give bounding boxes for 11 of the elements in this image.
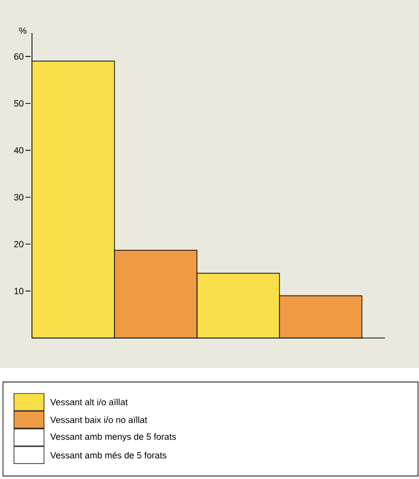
text: Vessant amb menys de 5 forats xyxy=(50,433,176,442)
y-tick-label: 50 xyxy=(14,100,24,107)
y-tick-label: 10 xyxy=(14,288,24,294)
y-axis-title: % xyxy=(19,27,26,34)
legend-label: Vessant alt i/o aïllat xyxy=(50,398,128,406)
legend-label: Vessant baix i/o no aïllat xyxy=(50,416,148,424)
y-tick-label: 30 xyxy=(14,194,24,200)
y-tick-label: 20 xyxy=(14,240,24,248)
y-tick-label: 60 xyxy=(14,53,24,60)
y-tick-label: 40 xyxy=(14,147,24,154)
text: Vessant amb més de 5 forats xyxy=(50,452,166,458)
